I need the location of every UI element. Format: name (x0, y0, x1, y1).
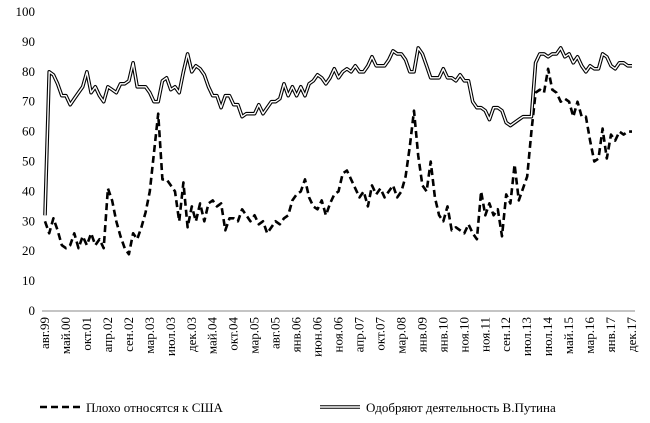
x-tick-label: апр.07 (351, 317, 366, 353)
y-tick-label: 20 (22, 243, 35, 258)
x-tick-label: авг.05 (268, 317, 283, 349)
x-tick-label: июл.14 (540, 317, 555, 357)
x-tick-label: мар.05 (247, 317, 262, 354)
y-tick-label: 80 (22, 64, 35, 79)
x-tick-label: мар.03 (142, 317, 157, 354)
x-tick-label: мар.16 (582, 317, 597, 354)
y-tick-label: 70 (22, 94, 35, 109)
y-tick-label: 40 (22, 183, 35, 198)
x-tick-label: янв.09 (414, 317, 429, 352)
y-tick-label: 30 (22, 213, 35, 228)
x-tick-label: янв.06 (289, 317, 304, 353)
x-tick-label: сен.12 (498, 317, 513, 352)
y-tick-label: 0 (29, 303, 36, 318)
legend-label: Плохо относятся к США (86, 400, 224, 415)
x-tick-label: мар.08 (393, 317, 408, 354)
y-tick-label: 60 (22, 124, 35, 139)
x-tick-label: сен.02 (121, 317, 136, 352)
x-tick-label: июл.03 (163, 317, 178, 356)
x-tick-label: ноя.06 (331, 317, 346, 353)
x-tick-label: июл.13 (519, 317, 534, 356)
x-tick-label: июн.06 (310, 317, 325, 357)
y-tick-label: 100 (16, 4, 36, 19)
x-tick-label: ноя.10 (456, 317, 471, 352)
x-tick-label: май.04 (205, 317, 220, 355)
x-tick-label: май.00 (58, 317, 73, 354)
y-tick-label: 10 (22, 273, 35, 288)
x-tick-label: окт.04 (226, 317, 241, 351)
x-tick-label: авг.99 (37, 317, 52, 349)
x-tick-label: май.15 (561, 317, 576, 354)
y-tick-label: 50 (22, 154, 35, 169)
x-tick-label: дек.17 (624, 317, 639, 352)
x-tick-label: янв.10 (435, 317, 450, 352)
x-tick-label: ноя.11 (477, 317, 492, 352)
legend-label: Одобряют деятельность В.Путина (366, 400, 556, 415)
x-tick-label: дек.03 (184, 317, 199, 352)
x-tick-label: янв.17 (603, 317, 618, 353)
series-line (43, 67, 632, 256)
x-tick-label: окт.07 (372, 317, 387, 351)
x-tick-label: апр.02 (100, 317, 115, 352)
x-tick-label: окт.01 (79, 317, 94, 351)
series-line-inner (44, 47, 632, 216)
y-tick-label: 90 (22, 34, 35, 49)
